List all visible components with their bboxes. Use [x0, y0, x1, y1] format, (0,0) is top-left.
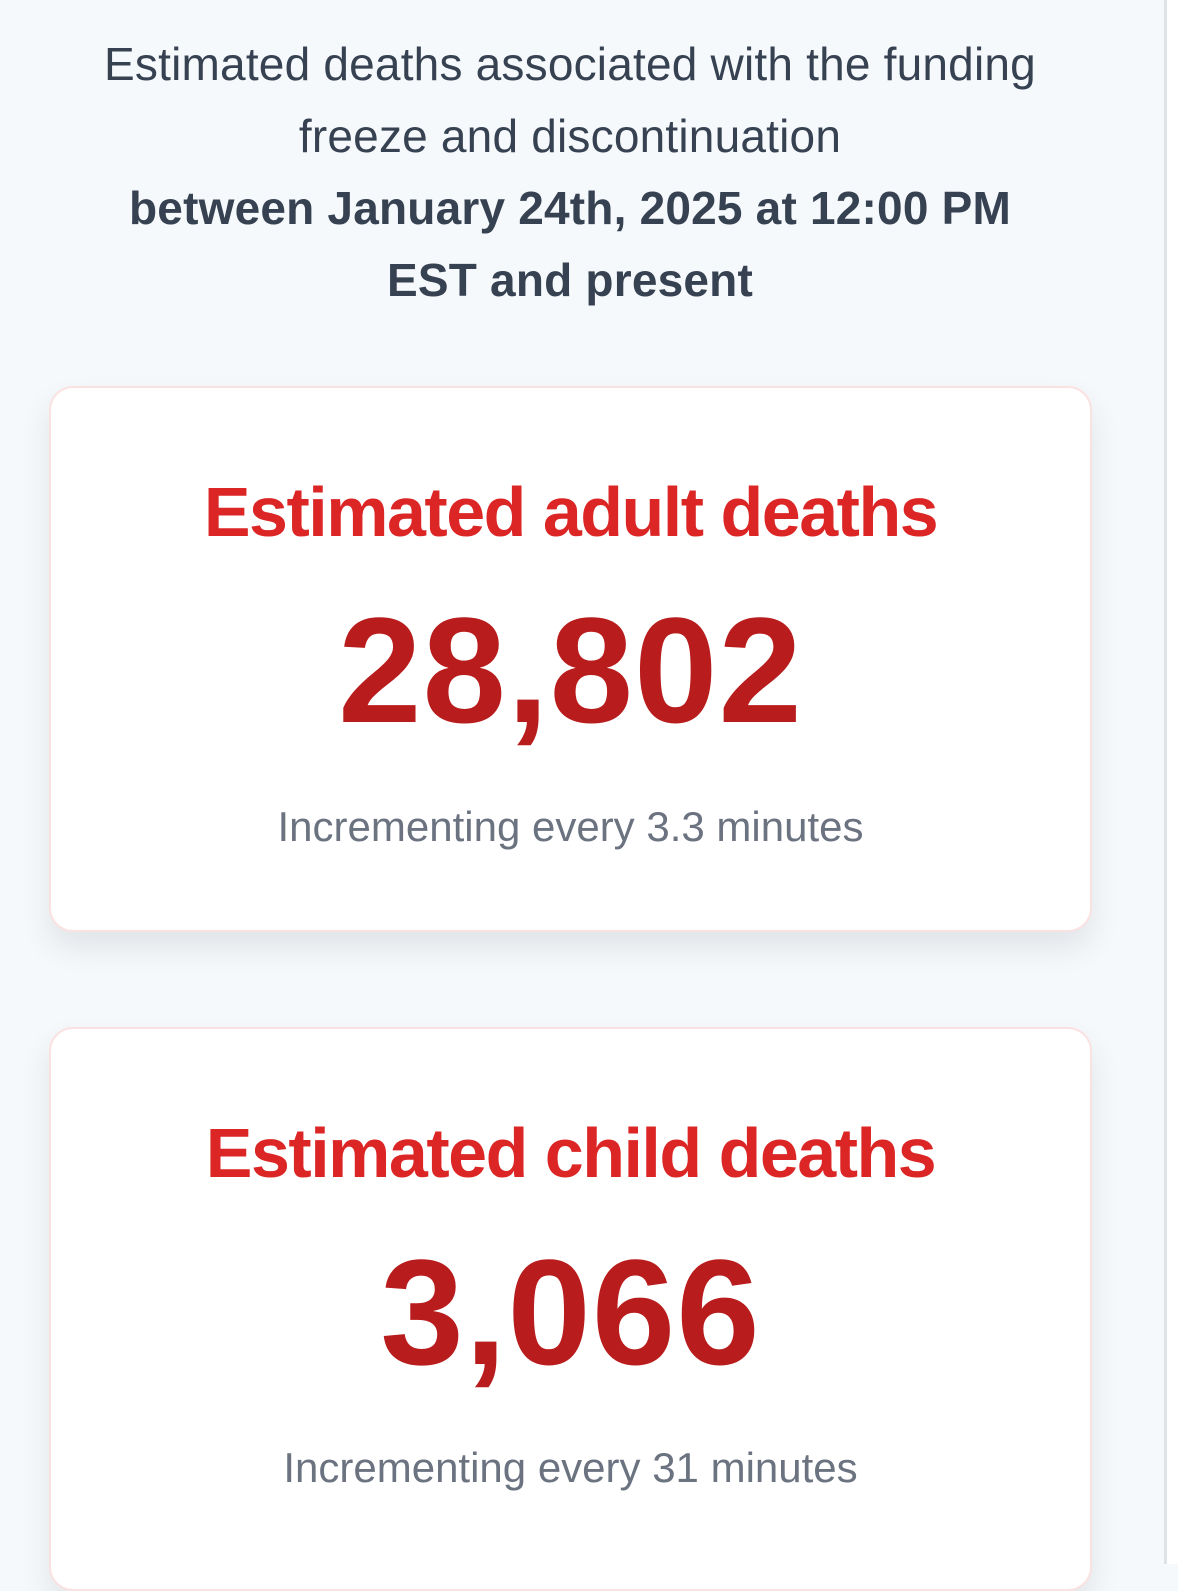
- adult-deaths-counter: 28,802: [338, 586, 803, 754]
- heading-line-2: freeze and discontinuation: [298, 110, 842, 162]
- adult-deaths-card: Estimated adult deaths 28,802 Incrementi…: [49, 386, 1092, 932]
- child-deaths-title: Estimated child deaths: [205, 1114, 937, 1192]
- page: Estimated deaths associated with the fun…: [40, 28, 1100, 1591]
- child-deaths-counter: 3,066: [380, 1228, 761, 1396]
- scrollbar-track-border: [1164, 0, 1167, 1564]
- adult-deaths-increment-note: Incrementing every 3.3 minutes: [277, 803, 864, 850]
- scrollbar-track[interactable]: [1167, 0, 1178, 1564]
- heading-date-range-line-1: between January 24th, 2025 at 12:00 PM: [128, 182, 1011, 234]
- adult-deaths-title: Estimated adult deaths: [203, 473, 939, 551]
- heading-date-range-line-2: EST and present: [387, 254, 753, 306]
- child-deaths-increment-note: Incrementing every 31 minutes: [283, 1444, 858, 1491]
- page-heading: Estimated deaths associated with the fun…: [40, 28, 1100, 316]
- child-deaths-card: Estimated child deaths 3,066 Incrementin…: [49, 1027, 1092, 1591]
- heading-line-1: Estimated deaths associated with the fun…: [104, 38, 1036, 90]
